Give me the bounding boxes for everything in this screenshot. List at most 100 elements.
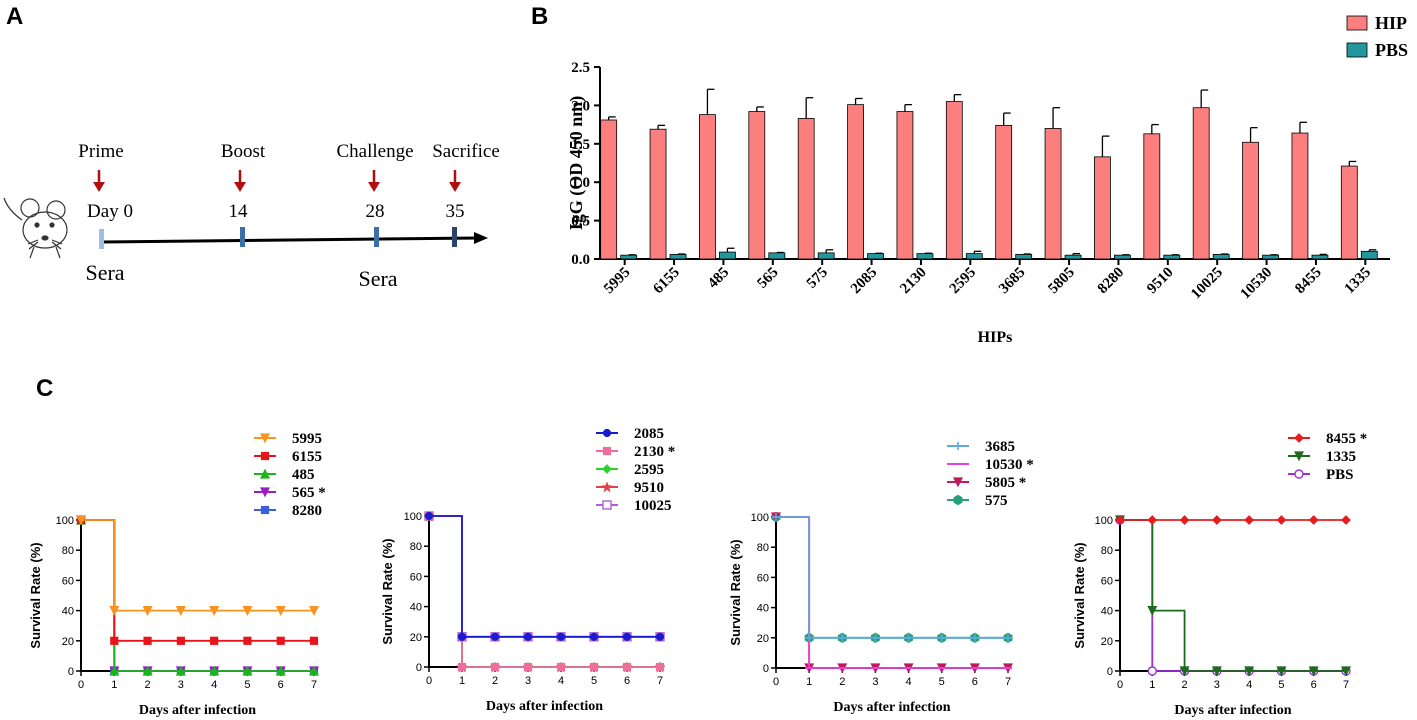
legend-label-8455: 8455 * [1326, 431, 1367, 447]
y-axis-label: Survival Rate (%) [1072, 542, 1087, 648]
survival-point-485 [275, 665, 286, 676]
bar-pbs-575 [817, 252, 835, 260]
survival-point-8455 [1244, 515, 1254, 525]
mouse-icon [3, 197, 68, 259]
x-tick-label: 575 [804, 265, 831, 292]
legend-marker-10025 [602, 500, 612, 510]
legend-swatch-pbs [1346, 42, 1368, 58]
survival-point-8455 [1179, 515, 1190, 525]
y-tick-label: 20 [757, 633, 769, 645]
y-tick-label: 100 [1095, 515, 1113, 527]
x-tick-label: 1 [806, 676, 812, 688]
legend-marker-2130 [602, 446, 612, 456]
y-tick-label: 1.0 [571, 175, 590, 191]
legend-label-5995: 5995 [292, 431, 322, 447]
survival-point-1335 [1244, 666, 1255, 677]
legend-marker-485 [260, 468, 270, 479]
bar-hip-5805 [1044, 128, 1062, 260]
x-tick-label: 7 [1005, 676, 1011, 688]
y-tick-label: 0 [1107, 666, 1113, 678]
bar-pbs-1335 [1360, 250, 1378, 260]
x-axis-label: Days after infection [486, 699, 603, 714]
survival-point-3685 [904, 633, 913, 642]
tick-day35 [452, 227, 457, 247]
y-tick-label: 0 [68, 666, 74, 678]
x-tick-label: 3 [872, 676, 878, 688]
x-tick-label: 1335 [1342, 265, 1375, 298]
legend-label-10025: 10025 [634, 498, 672, 514]
survival-point-8455 [1341, 515, 1351, 525]
y-tick-label: 40 [62, 606, 74, 618]
x-tick-label: 2 [492, 675, 498, 687]
bar-pbs-8280 [1114, 254, 1131, 260]
survival-chart-1: 0 20 40 60 80 100 0 1 2 3 4 5 6 7 Days after infection… [28, 431, 326, 718]
x-tick-label: 0 [773, 676, 779, 688]
x-tick-label: 0 [78, 679, 84, 691]
x-tick-label: 9510 [1144, 265, 1177, 298]
x-tick-label: 10025 [1188, 265, 1226, 303]
y-axis-label: Survival Rate (%) [380, 538, 395, 644]
survival-point-1335 [1147, 605, 1158, 616]
x-tick-label: 4 [211, 679, 217, 691]
survival-point-8455 [1308, 515, 1319, 525]
sera-label-2: Sera [358, 266, 397, 291]
survival-point-5995 [142, 605, 153, 616]
bar-pbs-2595 [965, 253, 983, 260]
y-tick-label: 20 [62, 636, 74, 648]
survival-point-1335 [1179, 666, 1190, 677]
survival-point-6155 [210, 636, 219, 645]
bar-pbs-2085 [867, 253, 884, 260]
tick-day14 [240, 227, 245, 247]
event-label-challenge: Challenge [336, 141, 413, 162]
x-tick-label: 485 [705, 265, 732, 292]
survival-line-pbs [1120, 519, 1346, 672]
legend-marker-1335 [1294, 451, 1304, 462]
y-tick-label: 0 [416, 662, 422, 674]
survival-point-485 [209, 665, 220, 676]
bar-pbs-8455 [1311, 254, 1329, 260]
event-label-sacrifice: Sacrifice [432, 141, 500, 162]
legend-marker-2085 [602, 428, 612, 438]
y-axis-label: IgG (OD 450 nm) [566, 96, 587, 231]
y-tick-label: 80 [62, 545, 74, 557]
y-tick-label: 60 [757, 572, 769, 584]
bar-hip-6155 [649, 128, 667, 260]
x-tick-label: 3685 [996, 265, 1029, 298]
legend-marker-8280 [260, 505, 270, 515]
survival-point-1335 [1308, 666, 1319, 677]
y-tick-label: 100 [56, 515, 74, 527]
day-label-28: 28 [366, 201, 385, 222]
bar-hip-575 [797, 118, 815, 260]
legend-label-10530: 10530 * [985, 457, 1034, 473]
legend-label-485: 485 [292, 467, 315, 483]
y-tick-label: 60 [62, 575, 74, 587]
x-tick-label: 5995 [601, 265, 634, 298]
survival-chart-2: 0 20 40 60 80 100 0 1 2 3 4 5 6 7 Days after infection… [380, 426, 675, 714]
x-tick-label: 5 [244, 679, 250, 691]
x-axis-label: Days after infection [833, 700, 950, 715]
survival-point-2085 [424, 511, 434, 521]
survival-point-pbs [1147, 666, 1157, 676]
survival-point-3685 [970, 633, 979, 642]
y-tick-label: 80 [757, 542, 769, 554]
legend-label-2130: 2130 * [634, 444, 675, 460]
x-tick-label: 1 [111, 679, 117, 691]
x-axis-label: HIPs [978, 329, 1013, 346]
bar-hip-10530 [1242, 141, 1259, 260]
x-tick-label: 7 [311, 679, 317, 691]
x-tick-label: 2 [1182, 679, 1188, 691]
x-tick-label: 8280 [1095, 265, 1128, 298]
survival-point-2130 [655, 662, 665, 672]
x-tick-label: 0 [426, 675, 432, 687]
survival-line-8280 [81, 519, 314, 672]
legend-marker-8455 [1294, 433, 1304, 443]
day-label-0: Day 0 [87, 201, 133, 222]
survival-point-2130 [523, 662, 533, 672]
y-tick-label: 1.5 [571, 137, 590, 153]
survival-point-6155 [143, 636, 152, 645]
legend-marker-5995 [260, 433, 270, 444]
legend-marker-565 [260, 487, 270, 498]
bar-pbs-485 [719, 251, 736, 260]
survival-point-5995 [275, 605, 286, 616]
x-tick-label: 3 [525, 675, 531, 687]
